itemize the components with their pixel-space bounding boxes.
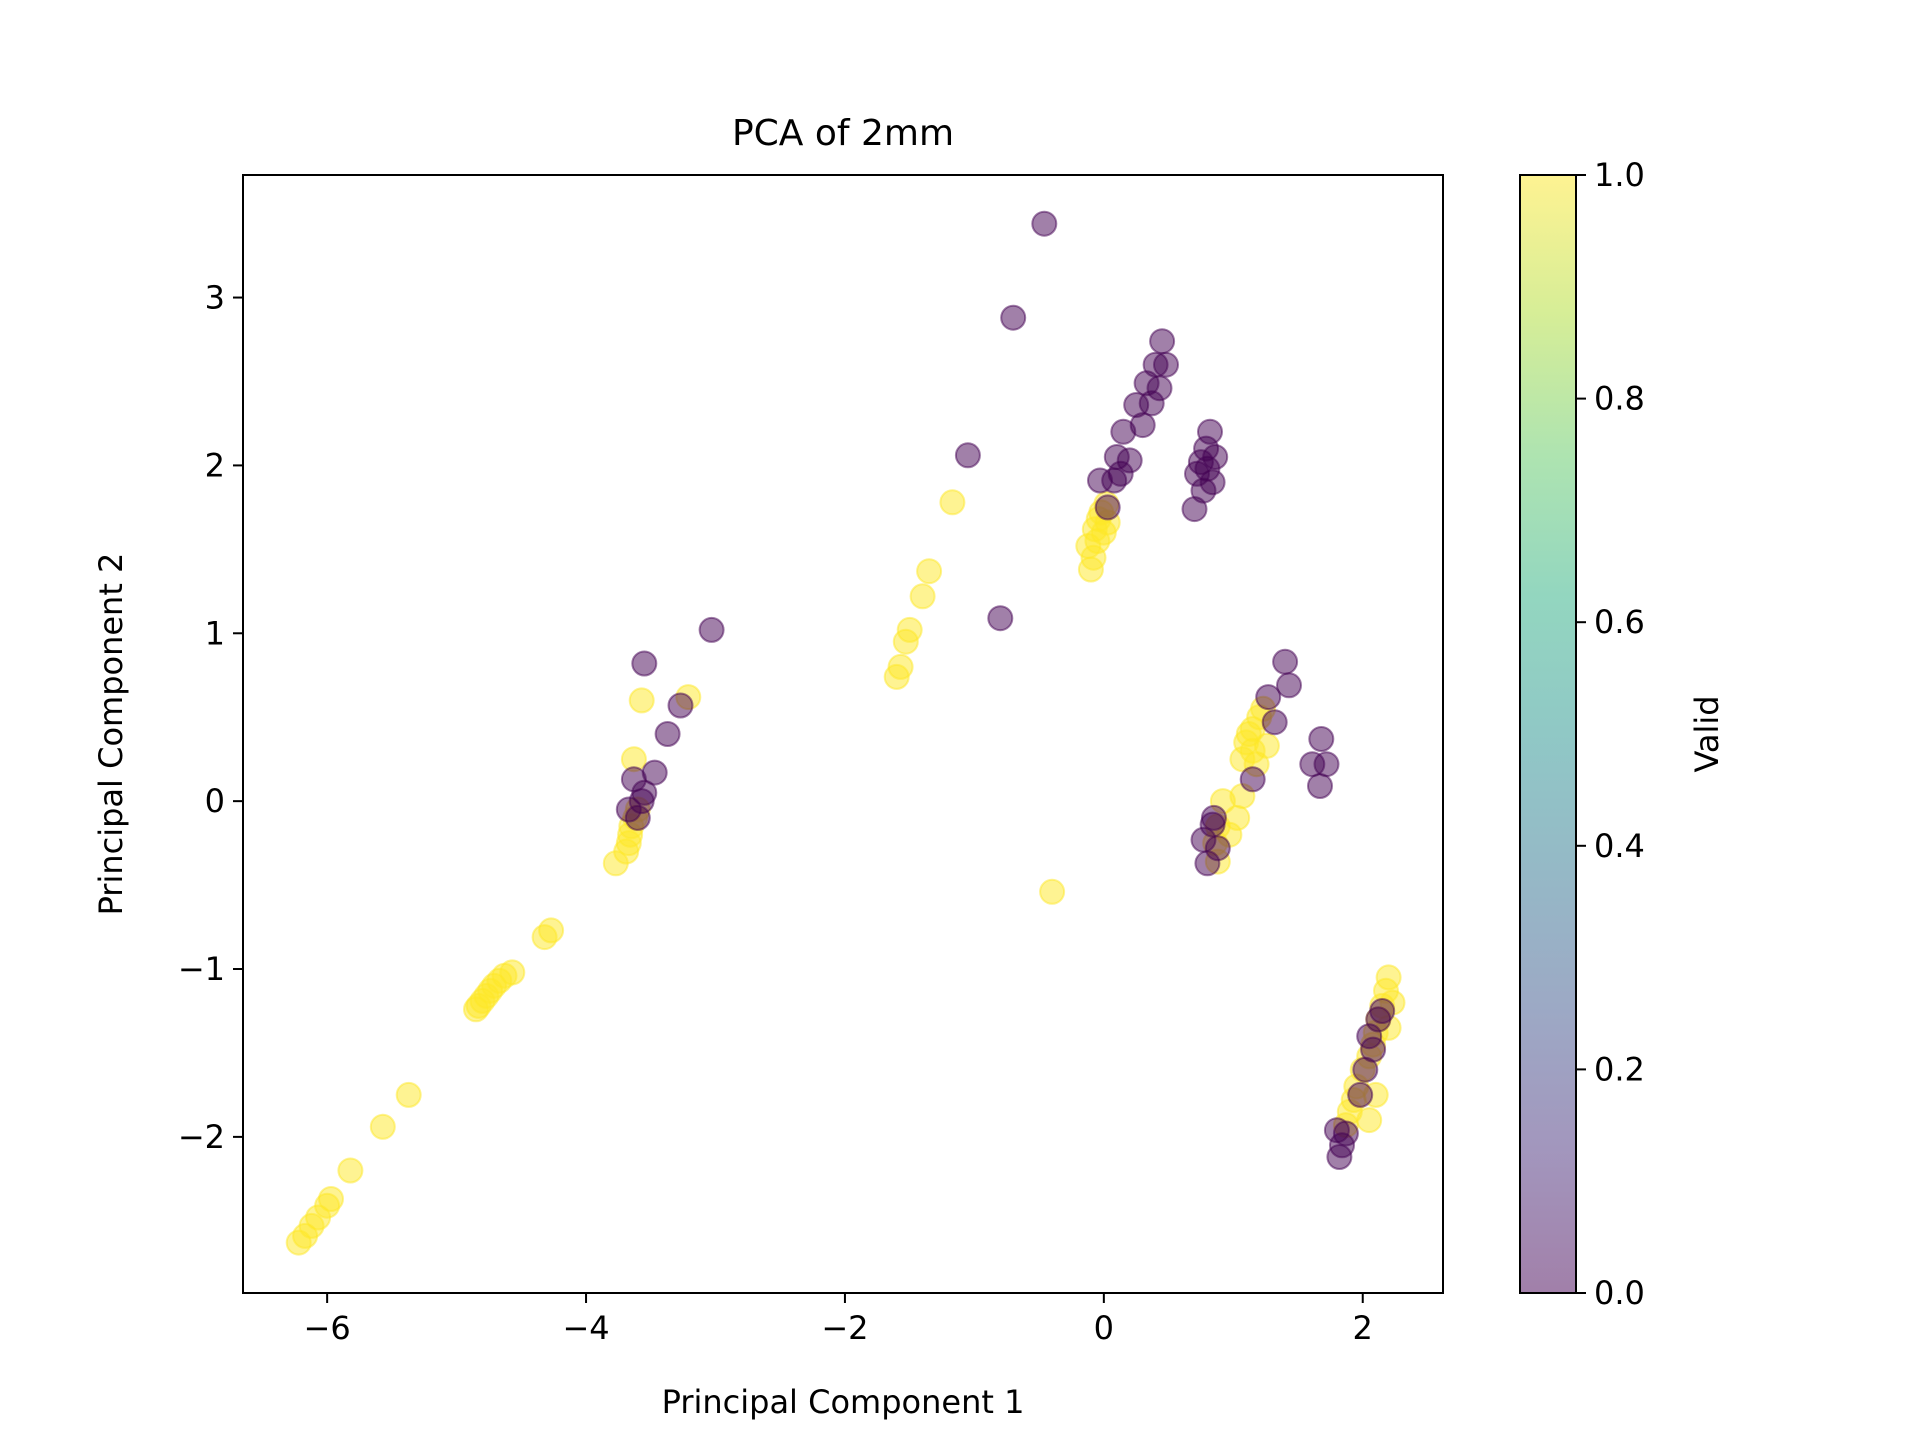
data-point-valid-0 bbox=[1360, 1036, 1387, 1063]
data-point-valid-0 bbox=[1153, 351, 1179, 378]
data-point-valid-1 bbox=[369, 1113, 396, 1140]
data-point-valid-0 bbox=[1261, 709, 1288, 736]
data-point-valid-0 bbox=[1369, 998, 1396, 1024]
data-point-valid-0 bbox=[1272, 648, 1299, 675]
scatter-points bbox=[285, 210, 1406, 1256]
data-point-valid-0 bbox=[1347, 1081, 1374, 1108]
data-point-valid-0 bbox=[1146, 375, 1173, 402]
x-tick-label: 2 bbox=[1353, 1309, 1373, 1347]
data-point-valid-1 bbox=[395, 1081, 422, 1108]
data-point-valid-1 bbox=[1224, 804, 1251, 831]
data-point-valid-0 bbox=[1000, 304, 1027, 331]
data-point-valid-0 bbox=[1307, 773, 1333, 799]
data-point-valid-0 bbox=[1202, 444, 1229, 470]
data-point-valid-0 bbox=[954, 442, 981, 469]
y-tick-label: 0 bbox=[205, 782, 225, 820]
x-tick-label: −6 bbox=[304, 1309, 351, 1347]
data-point-valid-0 bbox=[1197, 418, 1223, 445]
data-point-valid-0 bbox=[1313, 751, 1340, 778]
data-point-valid-0 bbox=[1129, 412, 1156, 439]
x-tick-label: 0 bbox=[1094, 1309, 1114, 1347]
y-tick-label: 1 bbox=[205, 614, 225, 652]
x-axis-label: Principal Component 1 bbox=[662, 1383, 1025, 1421]
data-point-valid-1 bbox=[1356, 1107, 1383, 1134]
data-point-valid-1 bbox=[896, 616, 923, 643]
colorbar-tick-label: 0.4 bbox=[1594, 827, 1645, 865]
data-point-valid-1 bbox=[628, 687, 655, 714]
plot-area-frame bbox=[242, 174, 1444, 1294]
data-point-valid-0 bbox=[1031, 210, 1058, 237]
colorbar-tick-label: 0.6 bbox=[1594, 603, 1645, 641]
y-tick-label: 2 bbox=[205, 446, 225, 484]
data-point-valid-1 bbox=[939, 489, 966, 516]
data-point-valid-0 bbox=[641, 759, 668, 786]
data-point-valid-0 bbox=[698, 616, 725, 643]
data-point-valid-0 bbox=[1239, 766, 1266, 793]
y-tick-label: −1 bbox=[178, 950, 225, 988]
y-tick-label: 3 bbox=[205, 279, 225, 317]
data-point-valid-0 bbox=[987, 605, 1014, 632]
x-axis-ticks: −6 −4 −2 0 2 bbox=[304, 1293, 1373, 1347]
data-point-valid-1 bbox=[1253, 732, 1280, 759]
data-point-valid-0 bbox=[1116, 447, 1143, 474]
colorbar-tick-label: 0.8 bbox=[1594, 380, 1645, 418]
y-tick-label: −2 bbox=[178, 1118, 225, 1156]
data-point-valid-1 bbox=[318, 1186, 344, 1212]
data-point-valid-1 bbox=[916, 558, 943, 585]
data-point-valid-0 bbox=[1255, 684, 1282, 711]
data-point-valid-1 bbox=[909, 583, 936, 610]
data-point-valid-0 bbox=[1276, 672, 1302, 699]
data-point-valid-0 bbox=[1308, 726, 1335, 752]
data-point-valid-0 bbox=[654, 721, 681, 747]
x-tick-label: −4 bbox=[562, 1309, 609, 1347]
colorbar-label: Valid bbox=[1688, 695, 1726, 772]
data-point-valid-1 bbox=[1039, 878, 1066, 905]
data-point-valid-0 bbox=[667, 692, 694, 719]
data-point-valid-0 bbox=[1204, 835, 1231, 862]
data-point-valid-0 bbox=[631, 650, 658, 677]
y-axis-ticks: −2 −1 0 1 2 3 bbox=[178, 279, 243, 1156]
data-point-valid-0 bbox=[631, 779, 658, 806]
data-point-valid-1 bbox=[887, 653, 914, 680]
colorbar bbox=[1519, 174, 1577, 1294]
data-point-valid-0 bbox=[1149, 328, 1176, 355]
data-point-valid-1 bbox=[499, 959, 526, 986]
colorbar-tick-label: 1.0 bbox=[1594, 156, 1645, 194]
colorbar-tick-label: 0.0 bbox=[1594, 1274, 1645, 1312]
y-axis-label: Principal Component 2 bbox=[92, 553, 130, 916]
data-point-valid-0 bbox=[1199, 469, 1226, 496]
data-point-valid-0 bbox=[1332, 1120, 1359, 1147]
colorbar-tick-label: 0.2 bbox=[1594, 1050, 1645, 1088]
data-point-valid-1 bbox=[1375, 964, 1402, 991]
data-point-valid-0 bbox=[1200, 804, 1227, 831]
x-tick-label: −2 bbox=[821, 1309, 868, 1347]
colorbar-ticks: 0.0 0.2 0.4 0.6 0.8 1.0 bbox=[1576, 156, 1645, 1312]
chart-title: PCA of 2mm bbox=[732, 113, 954, 154]
data-point-valid-0 bbox=[1094, 494, 1121, 521]
data-point-valid-1 bbox=[538, 917, 565, 944]
data-point-valid-1 bbox=[337, 1157, 364, 1184]
